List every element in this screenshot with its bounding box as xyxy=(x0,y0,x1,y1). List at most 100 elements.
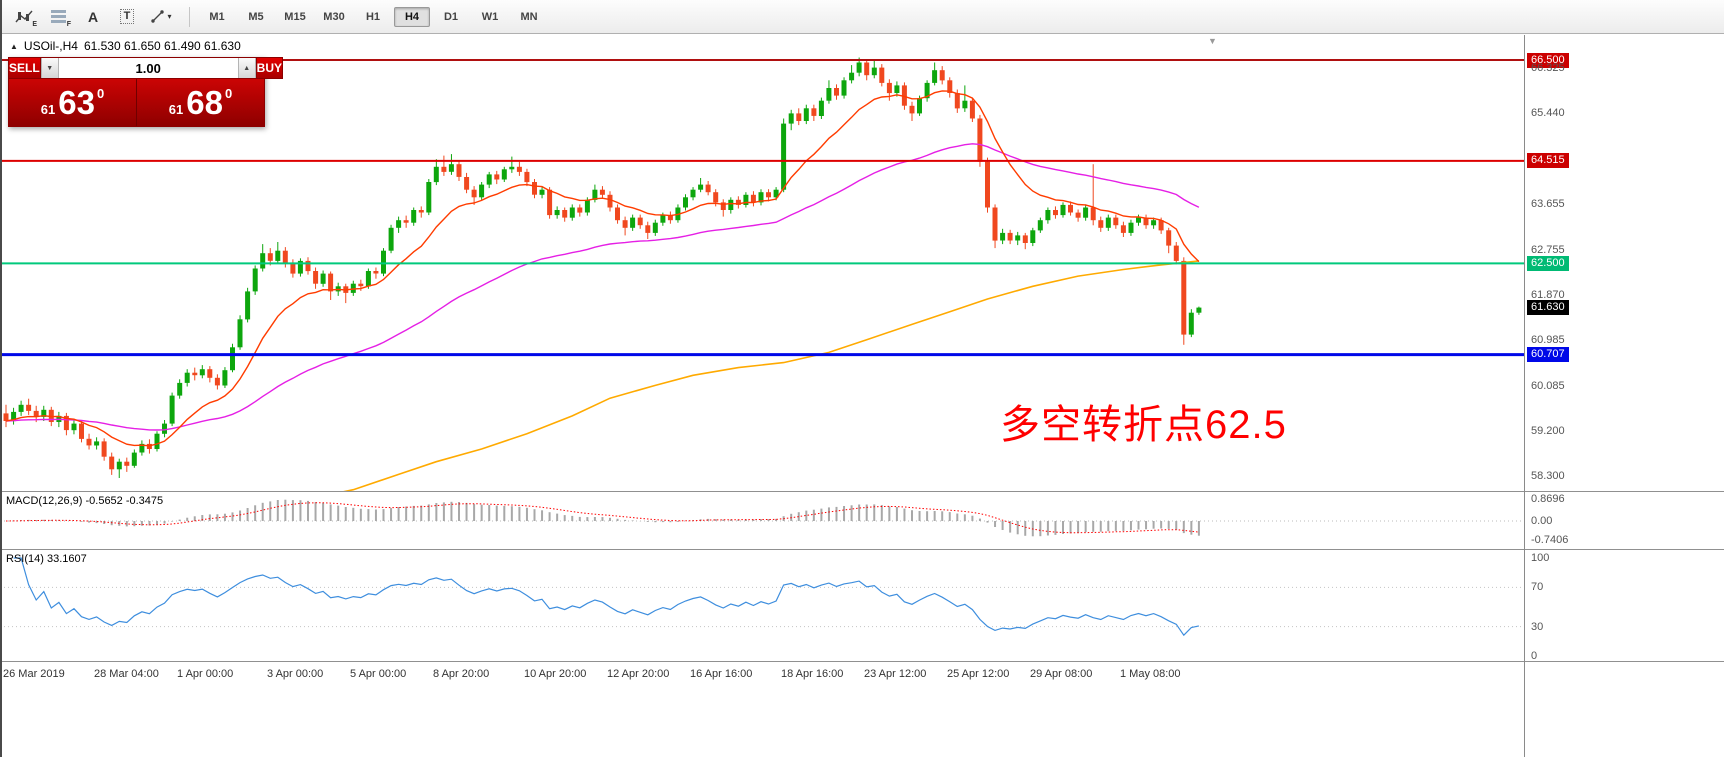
indicator-sub-letter: E xyxy=(32,20,37,28)
window-left-border xyxy=(0,0,2,757)
volume-spinner: ▼ ▲ xyxy=(40,57,256,79)
timeframe-button-d1[interactable]: D1 xyxy=(443,10,459,23)
text-tool-icon[interactable]: T xyxy=(112,4,142,30)
panel-separator[interactable] xyxy=(0,491,1724,492)
ask-pip-fraction: 0 xyxy=(224,86,233,101)
label-tool-letter: A xyxy=(87,8,99,25)
price-label-61.630: 61.630 xyxy=(1527,300,1569,315)
ohlc-values: 61.530 61.650 61.490 61.630 xyxy=(83,39,241,53)
timeframe-buttons: M1 M5 M15 M30 H1 H4 D1 W1 MN xyxy=(199,6,550,27)
one-click-collapse-arrow[interactable]: ▲ xyxy=(10,41,18,51)
price-label-58.300: 58.300 xyxy=(1531,470,1565,482)
one-click-trading-panel: SELL ▼ ▲ BUY 61 63 0 61 68 0 xyxy=(8,57,284,127)
ask-price[interactable]: 61 68 0 xyxy=(137,79,264,126)
timeframe-button-m15[interactable]: M15 xyxy=(284,10,306,23)
text-tool-letter: T xyxy=(119,9,135,24)
bid-ask-divider xyxy=(136,79,137,126)
price-label-61.870: 61.870 xyxy=(1531,289,1565,301)
macd-signal-line xyxy=(5,502,1199,534)
panel-separator[interactable] xyxy=(0,549,1724,550)
time-label: 26 Mar 2019 xyxy=(3,668,65,680)
time-label: 29 Apr 08:00 xyxy=(1030,668,1093,680)
rsi-panel-label: RSI(14) 33.1607 xyxy=(6,553,87,565)
drawing-tools-icon[interactable]: ▾ xyxy=(146,4,176,30)
volume-input[interactable] xyxy=(58,58,238,78)
panel-separator[interactable] xyxy=(0,661,1724,662)
bid-big-digits: 63 xyxy=(58,83,95,121)
macd-histogram xyxy=(12,499,1200,537)
rsi-axis-label-100: 100 xyxy=(1531,552,1550,564)
indicator-list-sub-letter: F xyxy=(66,20,71,28)
macd-values: -0.5652 -0.3475 xyxy=(85,495,164,507)
chart-title: ▲ USOil-,H4 61.530 61.650 61.490 61.630 xyxy=(10,39,241,53)
price-label-63.655: 63.655 xyxy=(1531,198,1565,210)
time-label: 18 Apr 16:00 xyxy=(781,668,844,680)
price-label-62.500: 62.500 xyxy=(1527,256,1569,271)
chart-shift-marker[interactable]: ▼ xyxy=(1208,36,1217,46)
volume-decrease-button[interactable]: ▼ xyxy=(40,58,59,78)
timeframe-button-w1[interactable]: W1 xyxy=(481,10,499,23)
rsi-axis-label-30: 30 xyxy=(1531,621,1544,633)
toolbar: E F A T ▾ M1 M5 M15 M30 H1 H4 D1 W1 MN xyxy=(0,0,1724,34)
volume-increase-button[interactable]: ▲ xyxy=(237,58,256,78)
price-label-66.500: 66.500 xyxy=(1527,53,1569,68)
time-label: 12 Apr 20:00 xyxy=(607,668,670,680)
bid-prefix: 61 xyxy=(40,102,56,117)
rsi-value: 33.1607 xyxy=(46,553,87,565)
price-label-60.707: 60.707 xyxy=(1527,347,1569,362)
ma-mid-line xyxy=(5,143,1200,431)
buy-button[interactable]: BUY xyxy=(255,57,284,79)
macd-label: MACD(12,26,9) xyxy=(6,495,83,507)
indicator-list-icon[interactable]: F xyxy=(44,4,74,30)
rsi-axis-label-0: 0 xyxy=(1531,650,1538,662)
price-label-59.200: 59.200 xyxy=(1531,425,1565,437)
trendline-icon xyxy=(151,10,165,23)
time-label: 8 Apr 20:00 xyxy=(433,668,490,680)
list-grid-icon xyxy=(51,9,66,23)
price-axis[interactable]: 66.500 66.325 65.440 64.515 63.655 62.755 62.5… xyxy=(1524,35,1724,757)
price-label-65.440: 65.440 xyxy=(1531,107,1565,119)
timeframe-button-h4[interactable]: H4 xyxy=(394,6,430,27)
rsi-canvas[interactable] xyxy=(0,550,1524,661)
label-tool-icon[interactable]: A xyxy=(78,4,108,30)
time-label: 1 May 08:00 xyxy=(1120,668,1181,680)
timeframe-button-m30[interactable]: M30 xyxy=(323,10,345,23)
macd-axis-label-0.8696: 0.8696 xyxy=(1531,493,1565,505)
timeframe-button-m5[interactable]: M5 xyxy=(248,10,264,23)
price-label-62.755: 62.755 xyxy=(1531,244,1565,256)
time-label: 23 Apr 12:00 xyxy=(864,668,927,680)
price-label-64.515: 64.515 xyxy=(1527,153,1569,168)
time-axis[interactable]: 26 Mar 2019 28 Mar 04:00 1 Apr 00:00 3 Apr … xyxy=(0,662,1524,690)
ask-big-digits: 68 xyxy=(186,83,223,121)
chart-annotation[interactable]: 多空转折点62.5 xyxy=(1000,403,1287,447)
time-label: 10 Apr 20:00 xyxy=(524,668,587,680)
ask-prefix: 61 xyxy=(168,102,184,117)
macd-canvas[interactable] xyxy=(0,492,1524,549)
bid-pip-fraction: 0 xyxy=(96,86,105,101)
macd-axis-label--0.7406: -0.7406 xyxy=(1531,534,1569,546)
timeframe-button-h1[interactable]: H1 xyxy=(365,10,381,23)
price-label-66.325: 66.325 xyxy=(1531,62,1565,74)
candles xyxy=(3,57,1202,478)
price-label-60.085: 60.085 xyxy=(1531,380,1565,392)
bid-price[interactable]: 61 63 0 xyxy=(9,79,136,126)
rsi-label: RSI(14) xyxy=(6,553,44,565)
time-label: 3 Apr 00:00 xyxy=(267,668,324,680)
time-label: 28 Mar 04:00 xyxy=(94,668,159,680)
symbol-label: USOil-,H4 xyxy=(23,39,78,53)
ma-slow-line xyxy=(343,260,1199,491)
timeframe-button-mn[interactable]: MN xyxy=(520,10,538,23)
sell-button[interactable]: SELL xyxy=(8,57,41,79)
chevron-down-icon: ▾ xyxy=(167,12,172,21)
macd-panel-label: MACD(12,26,9) -0.5652 -0.3475 xyxy=(6,495,163,507)
timeframe-button-m1[interactable]: M1 xyxy=(209,10,225,23)
rsi-axis-label-70: 70 xyxy=(1531,581,1544,593)
ma-fast-line xyxy=(5,90,1200,447)
price-label-60.985: 60.985 xyxy=(1531,334,1565,346)
indicators-icon[interactable]: E xyxy=(10,4,40,30)
time-label: 25 Apr 12:00 xyxy=(947,668,1010,680)
time-label: 1 Apr 00:00 xyxy=(177,668,234,680)
toolbar-separator xyxy=(189,6,190,27)
rsi-line xyxy=(13,557,1200,637)
